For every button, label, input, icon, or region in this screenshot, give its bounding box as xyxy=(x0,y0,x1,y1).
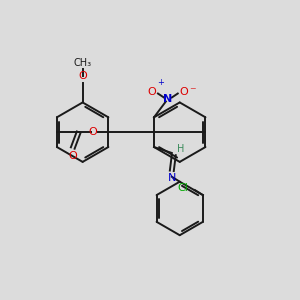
Text: O: O xyxy=(179,86,188,97)
Text: Cl: Cl xyxy=(178,183,188,193)
Text: N: N xyxy=(163,94,172,104)
Text: CH₃: CH₃ xyxy=(74,58,92,68)
Text: N: N xyxy=(168,173,176,183)
Text: O: O xyxy=(88,127,97,137)
Text: ⁻: ⁻ xyxy=(190,85,196,98)
Text: O: O xyxy=(78,70,87,81)
Text: +: + xyxy=(157,78,164,87)
Text: O: O xyxy=(148,86,156,97)
Text: O: O xyxy=(68,151,77,161)
Text: H: H xyxy=(177,144,184,154)
